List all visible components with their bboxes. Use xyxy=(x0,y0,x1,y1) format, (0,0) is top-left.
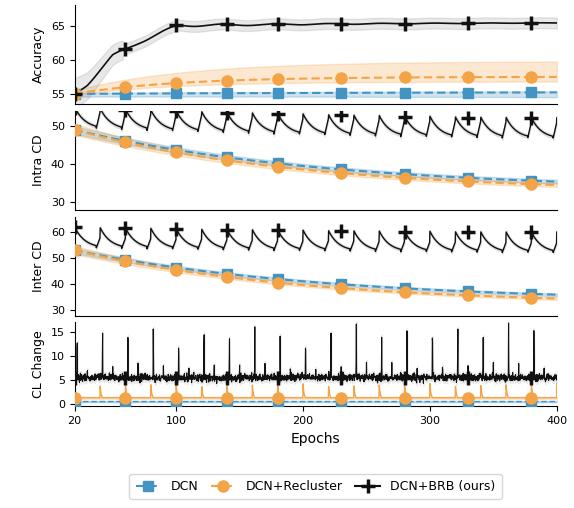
X-axis label: Epochs: Epochs xyxy=(291,432,340,446)
Y-axis label: Intra CD: Intra CD xyxy=(32,135,45,186)
Legend: DCN, DCN+Recluster, DCN+BRB (ours): DCN, DCN+Recluster, DCN+BRB (ours) xyxy=(130,473,502,499)
Y-axis label: Accuracy: Accuracy xyxy=(32,26,45,83)
Y-axis label: CL Change: CL Change xyxy=(32,330,45,398)
Y-axis label: Inter CD: Inter CD xyxy=(32,240,45,292)
